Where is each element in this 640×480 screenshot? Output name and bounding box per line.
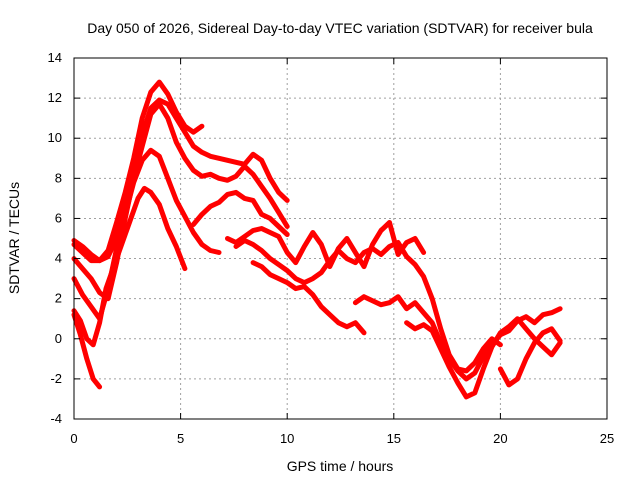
- series-track-5: [71, 185, 188, 348]
- series-track-2: [71, 97, 290, 264]
- x-tick-label: 20: [493, 431, 507, 446]
- x-tick-label: 0: [70, 431, 77, 446]
- y-tick-label: 0: [55, 331, 62, 346]
- series-track-13: [497, 326, 563, 388]
- y-tick-label: 8: [55, 170, 62, 185]
- y-tick-label: 2: [55, 291, 62, 306]
- y-tick-label: 4: [55, 251, 62, 266]
- y-tick-label: 6: [55, 210, 62, 225]
- y-axis-label: SDTVAR / TECUs: [6, 182, 22, 294]
- x-tick-label: 15: [387, 431, 401, 446]
- chart-title: Day 050 of 2026, Sidereal Day-to-day VTE…: [87, 20, 593, 36]
- y-axis: -4 -2 0 2 4 6 8 10 12 14: [48, 50, 607, 426]
- y-tick-label: -4: [50, 411, 62, 426]
- x-tick-label: 5: [177, 431, 184, 446]
- series-track-11: [352, 294, 563, 382]
- y-tick-label: -2: [50, 371, 62, 386]
- x-tick-label: 25: [600, 431, 614, 446]
- plot-area: [71, 79, 563, 400]
- series-track-12: [404, 316, 563, 400]
- x-axis: 0 5 10 15 20 25: [70, 58, 614, 446]
- plot-frame: [73, 57, 608, 420]
- y-tick-label: 12: [48, 90, 62, 105]
- series-track-8: [225, 220, 427, 270]
- y-tick-label: 14: [48, 50, 62, 65]
- grid: [74, 58, 607, 419]
- series-track-7: [190, 189, 290, 237]
- y-tick-label: 10: [48, 130, 62, 145]
- series-track-10: [250, 260, 367, 336]
- x-tick-label: 10: [280, 431, 294, 446]
- x-axis-label: GPS time / hours: [287, 458, 394, 474]
- series-track-6: [71, 312, 103, 390]
